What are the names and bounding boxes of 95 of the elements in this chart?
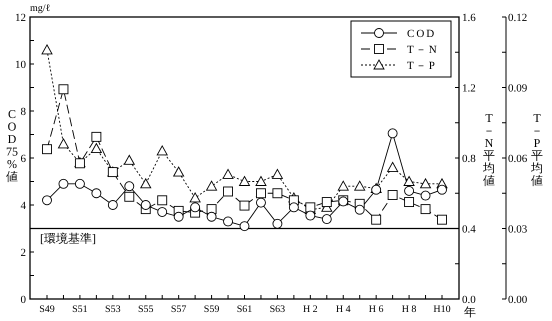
point <box>206 180 218 191</box>
y-tick-label: 12 <box>15 12 26 24</box>
point <box>371 214 382 225</box>
point <box>90 143 102 154</box>
y-axis-title: COD75%値 <box>6 107 18 184</box>
y2-tick-label: 0.0 <box>462 294 476 306</box>
point <box>58 84 68 94</box>
point <box>157 195 168 206</box>
point <box>272 218 282 229</box>
point <box>305 210 316 221</box>
point <box>91 132 102 142</box>
y-tick-label: 0 <box>20 294 26 306</box>
point <box>42 144 52 154</box>
point <box>388 128 398 138</box>
x-tick-label: S51 <box>72 304 88 315</box>
point <box>190 192 201 202</box>
point <box>420 204 430 214</box>
point <box>404 197 414 208</box>
point <box>240 221 250 232</box>
y-tick-label: 6 <box>20 153 26 165</box>
x-tick-label: S49 <box>39 304 55 315</box>
y2-axis-title: T－N平均値 <box>482 111 495 188</box>
point <box>404 186 414 196</box>
legend-label: T－P <box>407 60 437 72</box>
point <box>437 184 447 195</box>
x-axis-title: 年 <box>464 305 476 319</box>
point <box>354 180 366 191</box>
x-tick-label: S61 <box>236 304 252 315</box>
point <box>108 200 118 210</box>
point <box>256 188 266 198</box>
x-tick-label: H 4 <box>336 304 351 315</box>
point <box>387 162 398 172</box>
y2-tick-label: 1.6 <box>462 12 476 24</box>
point <box>58 178 68 189</box>
point <box>124 192 134 202</box>
point <box>42 44 52 54</box>
x-tick-label: H 2 <box>302 304 318 315</box>
point <box>354 204 365 215</box>
point <box>140 200 151 210</box>
y-tick-label: 8 <box>20 106 26 118</box>
x-tick-label: S59 <box>204 304 220 315</box>
y3-tick-label: 0.03 <box>508 224 528 236</box>
point <box>156 146 168 156</box>
point <box>256 176 266 186</box>
point <box>272 169 283 179</box>
point <box>404 176 415 186</box>
point <box>288 202 299 212</box>
ref-line-label: [環境基準] <box>40 232 96 246</box>
point <box>240 200 250 211</box>
point <box>239 176 250 186</box>
point <box>173 166 184 177</box>
point <box>174 212 184 222</box>
x-tick-label: H 6 <box>368 304 384 315</box>
point <box>222 169 234 179</box>
point <box>256 198 266 208</box>
legend-label: T－N <box>407 44 439 56</box>
x-tick-label: H10 <box>433 304 451 315</box>
legend-label: COD <box>407 28 436 40</box>
point <box>420 190 430 201</box>
y-tick-label: 10 <box>15 59 26 71</box>
point <box>223 186 233 196</box>
point <box>91 188 102 198</box>
chart-title: mg/ℓ <box>30 3 51 14</box>
x-tick-label: S63 <box>270 304 286 315</box>
y2-tick-label: 1.2 <box>462 82 476 94</box>
x-tick-label: H 8 <box>402 304 416 315</box>
y3-axis-title: T－P平均値 <box>530 111 543 188</box>
y2-tick-label: 0.4 <box>462 224 476 236</box>
point <box>157 207 168 217</box>
point <box>322 214 332 224</box>
point <box>140 178 152 188</box>
point <box>206 212 217 222</box>
point <box>58 138 69 148</box>
y-tick-label: 2 <box>20 247 26 259</box>
y-tick-label: 4 <box>20 200 26 212</box>
y2-tick-label: 0.8 <box>462 153 476 165</box>
y3-tick-label: 0.09 <box>508 82 528 94</box>
point <box>223 216 233 226</box>
y3-tick-label: 0.00 <box>508 294 528 306</box>
x-tick-label: S57 <box>170 304 186 315</box>
point <box>124 181 134 192</box>
point <box>124 154 135 165</box>
point <box>437 214 447 225</box>
point <box>338 180 349 191</box>
x-tick-label: S55 <box>138 304 154 315</box>
y3-tick-label: 0.06 <box>508 153 528 165</box>
point <box>322 197 332 208</box>
x-tick-label: S53 <box>105 304 121 315</box>
point <box>420 178 431 188</box>
point <box>42 195 52 206</box>
point <box>74 178 85 189</box>
y3-tick-label: 0.12 <box>508 12 528 24</box>
point <box>272 188 282 198</box>
point <box>388 190 398 200</box>
point <box>190 202 200 212</box>
